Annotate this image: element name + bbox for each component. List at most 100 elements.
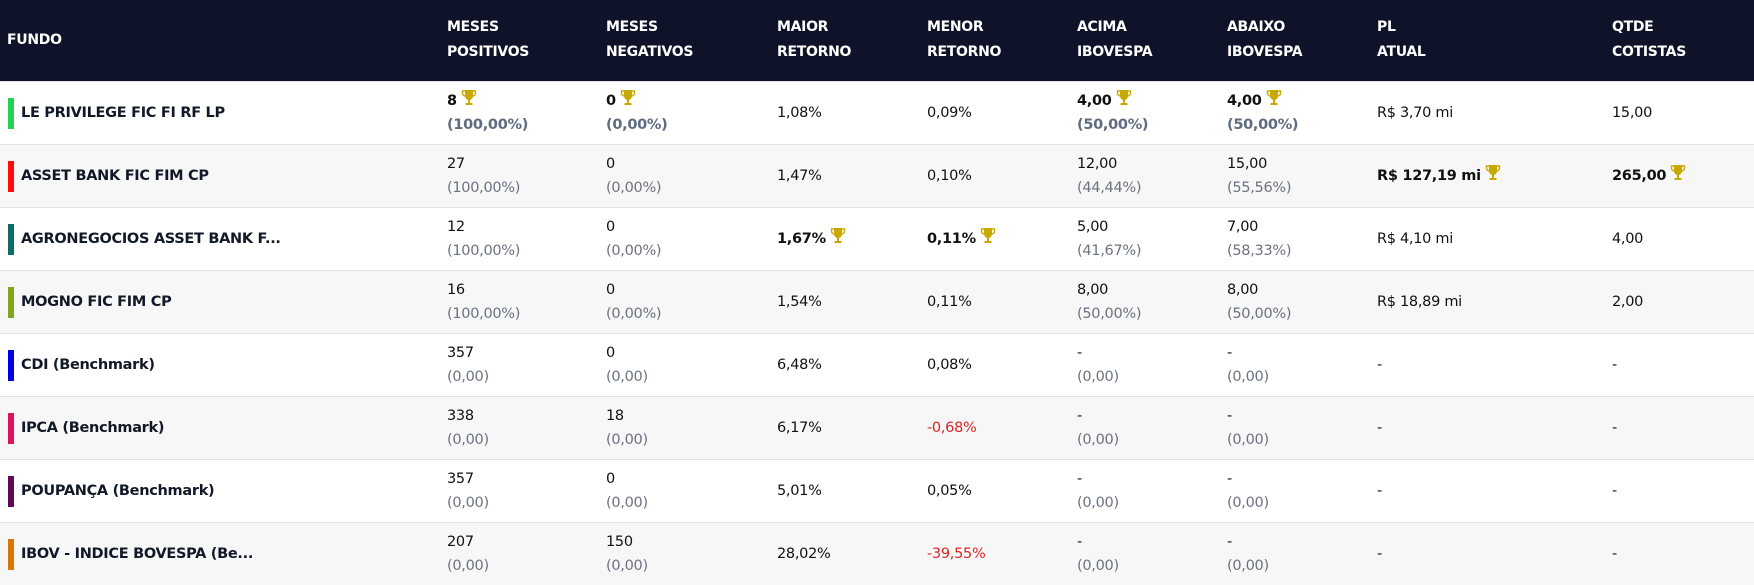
table-row[interactable]: ASSET BANK FIC FIM CP 27 (100,00%) 0 (0,00%)… [0,144,1754,207]
menor-retorno-cell: 0,11% [927,270,1077,333]
meses-positivos-percentage: (100,00%) [447,116,529,133]
acima-ibovespa-value: 4,00 [1077,92,1112,109]
qtde-cotistas-cell: 265,00 [1612,144,1754,207]
column-header-label: ATUAL [1377,44,1426,61]
fund-name-cell: POUPANÇA (Benchmark) [0,459,447,522]
meses-negativos-cell: 0 (0,00%) [606,270,777,333]
column-header-qtde-cotistas[interactable]: QTDE COTISTAS [1612,0,1754,81]
maior-retorno-value: 6,17% [777,419,822,436]
meses-negativos-percentage: (0,00%) [606,305,662,322]
column-header-label: IBOVESPA [1227,44,1303,61]
column-header-meses-positivos[interactable]: MESES POSITIVOS [447,0,606,81]
meses-positivos-cell: 12 (100,00%) [447,207,606,270]
column-header-label: MENOR [927,19,984,36]
meses-negativos-value: 18 [606,407,624,424]
meses-positivos-value: 27 [447,155,465,172]
fund-color-marker [8,475,14,507]
acima-ibovespa-value: 5,00 [1077,218,1109,235]
qtde-cotistas-cell: 2,00 [1612,270,1754,333]
column-header-fundo[interactable]: FUNDO [0,0,447,81]
fund-color-marker [8,160,14,192]
menor-retorno-value: 0,09% [927,104,972,121]
meses-positivos-value: 12 [447,218,465,235]
meses-positivos-percentage: (0,00) [447,431,489,448]
qtde-cotistas-value: 265,00 [1612,167,1667,184]
table-row[interactable]: MOGNO FIC FIM CP 16 (100,00%) 0 (0,00%) 1,54%… [0,270,1754,333]
meses-negativos-value: 0 [606,218,615,235]
fund-name: IPCA (Benchmark) [21,419,165,436]
maior-retorno-value: 5,01% [777,482,822,499]
trophy-icon [461,89,477,107]
meses-negativos-percentage: (0,00) [606,494,648,511]
trophy-icon [620,89,636,107]
meses-positivos-cell: 8 (100,00%) [447,81,606,144]
maior-retorno-cell: 6,48% [777,333,927,396]
fund-name: LE PRIVILEGE FIC FI RF LP [21,104,225,121]
abaixo-ibovespa-cell: - (0,00) [1227,396,1377,459]
table-row[interactable]: POUPANÇA (Benchmark) 357 (0,00) 0 (0,00) 5,01… [0,459,1754,522]
meses-positivos-value: 8 [447,92,457,109]
column-header-label: IBOVESPA [1077,44,1153,61]
meses-positivos-percentage: (100,00%) [447,242,521,259]
column-header-label: MESES [606,19,658,36]
menor-retorno-value: -0,68% [927,419,977,436]
menor-retorno-value: 0,10% [927,167,972,184]
pl-atual-cell: - [1377,396,1612,459]
meses-negativos-cell: 150 (0,00) [606,522,777,585]
table-row[interactable]: AGRONEGOCIOS ASSET BANK F... 12 (100,00%) 0… [0,207,1754,270]
column-header-menor-retorno[interactable]: MENOR RETORNO [927,0,1077,81]
acima-ibovespa-cell: - (0,00) [1077,333,1227,396]
meses-positivos-value: 207 [447,533,474,550]
table-row[interactable]: CDI (Benchmark) 357 (0,00) 0 (0,00) 6,48% 0,08… [0,333,1754,396]
table-row[interactable]: IPCA (Benchmark) 338 (0,00) 18 (0,00) 6,17% -0… [0,396,1754,459]
maior-retorno-value: 28,02% [777,545,831,562]
fund-name-cell: AGRONEGOCIOS ASSET BANK F... [0,207,447,270]
pl-atual-value: R$ 127,19 mi [1377,167,1481,184]
qtde-cotistas-value: - [1612,545,1617,562]
maior-retorno-value: 1,08% [777,104,822,121]
meses-negativos-percentage: (0,00) [606,431,648,448]
abaixo-ibovespa-cell: - (0,00) [1227,522,1377,585]
menor-retorno-cell: 0,09% [927,81,1077,144]
maior-retorno-value: 1,47% [777,167,822,184]
maior-retorno-cell: 28,02% [777,522,927,585]
table-row[interactable]: IBOV - INDICE BOVESPA (Be... 207 (0,00) 150… [0,522,1754,585]
fund-name: MOGNO FIC FIM CP [21,293,172,310]
meses-negativos-percentage: (0,00) [606,557,648,574]
menor-retorno-value: 0,05% [927,482,972,499]
column-header-label: COTISTAS [1612,44,1686,61]
column-header-label: PL [1377,19,1396,36]
qtde-cotistas-value: - [1612,482,1617,499]
column-header-pl-atual[interactable]: PL ATUAL [1377,0,1612,81]
abaixo-ibovespa-percentage: (0,00) [1227,368,1269,385]
meses-positivos-percentage: (0,00) [447,494,489,511]
column-header-meses-negativos[interactable]: MESES NEGATIVOS [606,0,777,81]
fund-name: POUPANÇA (Benchmark) [21,482,215,499]
column-header-label: MESES [447,19,499,36]
fund-name: ASSET BANK FIC FIM CP [21,167,209,184]
table-row[interactable]: LE PRIVILEGE FIC FI RF LP 8 (100,00%) 0 (0,0… [0,81,1754,144]
column-header-abaixo-ibovespa[interactable]: ABAIXO IBOVESPA [1227,0,1377,81]
column-header-acima-ibovespa[interactable]: ACIMA IBOVESPA [1077,0,1227,81]
pl-atual-value: R$ 3,70 mi [1377,104,1453,121]
qtde-cotistas-value: - [1612,356,1617,373]
meses-positivos-cell: 357 (0,00) [447,459,606,522]
fund-color-marker [8,412,14,444]
maior-retorno-cell: 5,01% [777,459,927,522]
trophy-icon [1116,89,1132,107]
pl-atual-cell: R$ 127,19 mi [1377,144,1612,207]
menor-retorno-cell: -39,55% [927,522,1077,585]
acima-ibovespa-value: - [1077,470,1082,487]
acima-ibovespa-percentage: (44,44%) [1077,179,1142,196]
fund-name-cell: MOGNO FIC FIM CP [0,270,447,333]
menor-retorno-cell: 0,10% [927,144,1077,207]
column-header-maior-retorno[interactable]: MAIOR RETORNO [777,0,927,81]
fund-name-cell: IBOV - INDICE BOVESPA (Be... [0,522,447,585]
qtde-cotistas-value: 2,00 [1612,293,1644,310]
meses-positivos-value: 16 [447,281,465,298]
fund-color-marker [8,223,14,255]
menor-retorno-value: -39,55% [927,545,986,562]
fund-name-cell: IPCA (Benchmark) [0,396,447,459]
abaixo-ibovespa-value: - [1227,470,1232,487]
